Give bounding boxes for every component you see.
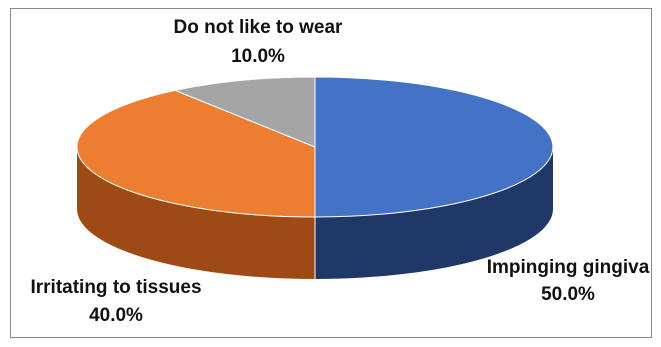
pie-side-irritating-to-tissues (77, 147, 315, 279)
data-label-do-not-like-to-wear: Do not like to wear (174, 17, 344, 38)
pie-slice-impinging-gingiva (314, 76, 554, 218)
data-label-irritating-to-tissues: Irritating to tissues (30, 277, 201, 298)
pie-slice-irritating-to-tissues (76, 89, 316, 218)
data-value-impinging-gingiva: 50.0% (541, 284, 595, 305)
data-label-impinging-gingiva: Impinging gingiva (487, 257, 650, 278)
pie-slice-do-not-like-to-wear (173, 76, 316, 148)
data-value-irritating-to-tissues: 40.0% (89, 305, 143, 326)
pie-side-impinging-gingiva (315, 147, 553, 279)
data-value-do-not-like-to-wear: 10.0% (231, 46, 285, 67)
